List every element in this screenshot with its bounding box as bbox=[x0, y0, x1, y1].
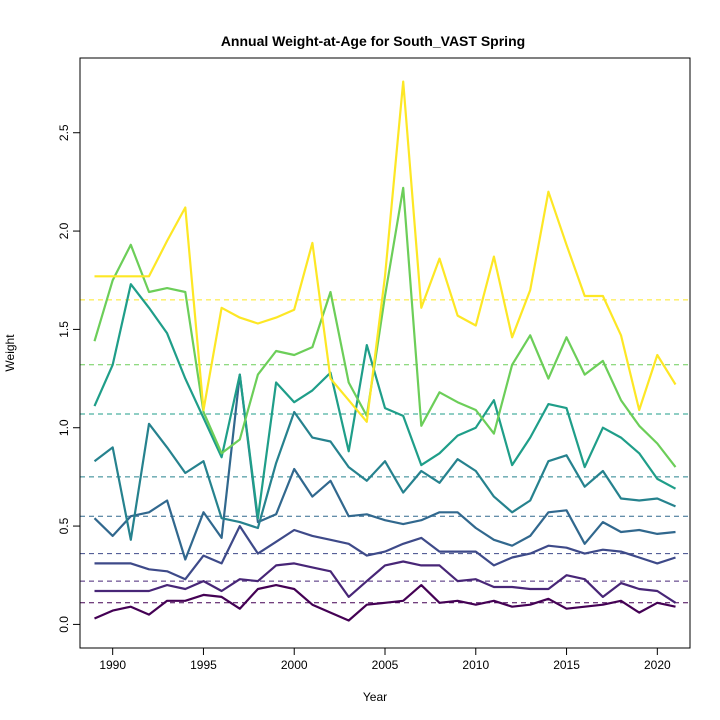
x-tick-label: 2010 bbox=[462, 658, 489, 672]
y-tick-label: 1.5 bbox=[57, 321, 71, 338]
series-line-age-4 bbox=[93, 373, 676, 561]
x-tick-label: 2000 bbox=[281, 658, 308, 672]
x-tick-label: 2015 bbox=[553, 658, 580, 672]
mean-lines bbox=[80, 299, 690, 604]
x-axis: 1990 1995 2000 2005 2010 2015 2020 bbox=[99, 647, 671, 672]
series-line-age-1 bbox=[94, 583, 676, 622]
x-tick-label: 1990 bbox=[99, 658, 126, 672]
series-line-age-5 bbox=[93, 410, 676, 541]
y-tick-label: 0.0 bbox=[57, 616, 71, 633]
y-axis: 0.0 0.5 1.0 1.5 2.0 2.5 bbox=[57, 124, 81, 633]
series-lines bbox=[93, 80, 677, 622]
y-tick-label: 2.0 bbox=[57, 222, 71, 239]
series-line-age-6 bbox=[93, 283, 677, 520]
y-axis-title: Weight bbox=[3, 334, 17, 372]
x-tick-label: 1995 bbox=[190, 658, 217, 672]
series-line-age-8 bbox=[94, 80, 677, 423]
x-tick-label: 2005 bbox=[372, 658, 399, 672]
chart-title: Annual Weight-at-Age for South_VAST Spri… bbox=[221, 33, 525, 49]
y-tick-label: 0.5 bbox=[57, 517, 71, 534]
x-axis-title: Year bbox=[363, 690, 387, 704]
y-tick-label: 1.0 bbox=[57, 419, 71, 436]
y-tick-label: 2.5 bbox=[57, 124, 71, 141]
x-tick-label: 2020 bbox=[644, 658, 671, 672]
series-line-age-2 bbox=[94, 560, 677, 604]
series-line-age-7 bbox=[93, 186, 677, 468]
series-line-age-3 bbox=[94, 524, 676, 581]
plot-frame bbox=[79, 57, 691, 649]
